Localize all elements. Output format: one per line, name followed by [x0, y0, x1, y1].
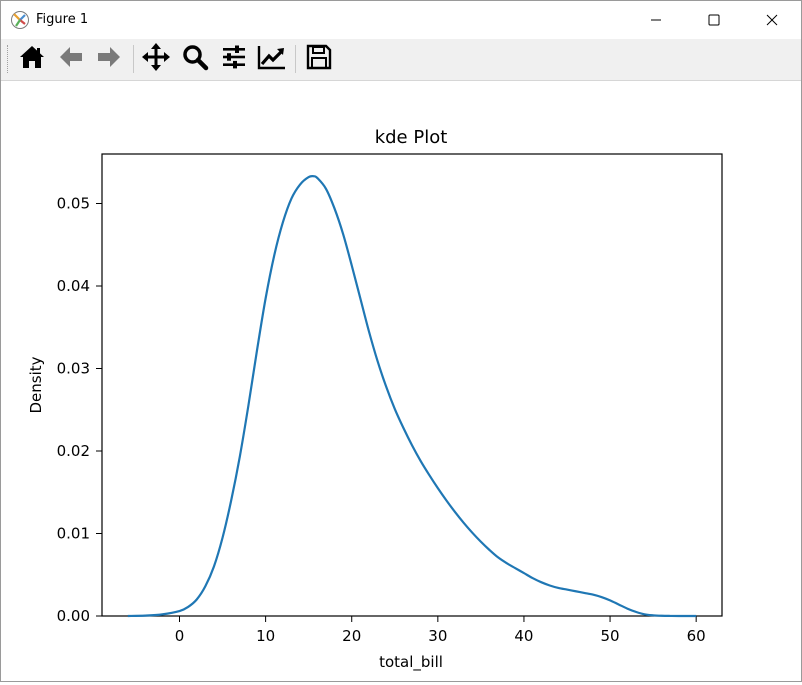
minimize-icon	[650, 11, 662, 30]
window-title: Figure 1	[36, 12, 89, 27]
subplots-button[interactable]	[217, 42, 251, 76]
y-tick-label: 0.03	[57, 360, 90, 378]
y-tick-label: 0.01	[57, 525, 90, 543]
navigation-toolbar	[1, 39, 801, 81]
maximize-icon	[708, 11, 720, 30]
y-axis-label: Density	[27, 356, 45, 413]
line-chart-icon	[257, 43, 287, 75]
arrow-right-icon	[95, 43, 123, 75]
x-tick-label: 20	[342, 627, 361, 645]
pan-button[interactable]	[139, 42, 173, 76]
axes-frame	[101, 153, 723, 617]
forward-button[interactable]	[92, 42, 126, 76]
sliders-icon	[220, 43, 248, 75]
toolbar-separator	[295, 45, 296, 73]
x-tick-label: 60	[687, 627, 706, 645]
toolbar-separator	[133, 45, 134, 73]
close-button[interactable]	[743, 1, 801, 39]
figure-canvas[interactable]: kde Plot 0 10 20 30 40 50 60 0.00 0.01 0.02 0.03 0…	[1, 81, 801, 681]
home-icon	[18, 43, 46, 75]
x-tick-label: 50	[601, 627, 620, 645]
arrow-left-icon	[57, 43, 85, 75]
minimize-button[interactable]	[627, 1, 685, 39]
floppy-disk-icon	[305, 43, 333, 75]
y-tick-label: 0.04	[57, 277, 90, 295]
zoom-icon	[181, 43, 209, 75]
matplotlib-logo-icon	[10, 10, 30, 30]
toolbar-grip	[7, 45, 10, 73]
home-button[interactable]	[15, 42, 49, 76]
x-tick-label: 30	[428, 627, 447, 645]
kde-density-line	[127, 175, 697, 618]
x-axis: 0 10 20 30 40 50 60	[175, 616, 706, 645]
x-tick-label: 0	[175, 627, 185, 645]
move-icon	[141, 42, 171, 76]
x-tick-label: 40	[514, 627, 533, 645]
customize-button[interactable]	[255, 42, 289, 76]
x-tick-label: 10	[256, 627, 275, 645]
zoom-button[interactable]	[178, 42, 212, 76]
y-tick-label: 0.02	[57, 442, 90, 460]
y-axis: 0.00 0.01 0.02 0.03 0.04 0.05	[57, 195, 102, 625]
close-icon	[766, 11, 778, 30]
y-tick-label: 0.00	[57, 607, 90, 625]
kde-chart: kde Plot 0 10 20 30 40 50 60 0.000.010.020.030…	[27, 127, 723, 672]
y-tick-label: 0.05	[57, 195, 90, 213]
back-button[interactable]	[54, 42, 88, 76]
maximize-button[interactable]	[685, 1, 743, 39]
chart-title: kde Plot	[375, 127, 448, 148]
save-button[interactable]	[302, 42, 336, 76]
x-axis-label: total_bill	[379, 653, 443, 672]
title-bar[interactable]: Figure 1	[1, 1, 801, 39]
